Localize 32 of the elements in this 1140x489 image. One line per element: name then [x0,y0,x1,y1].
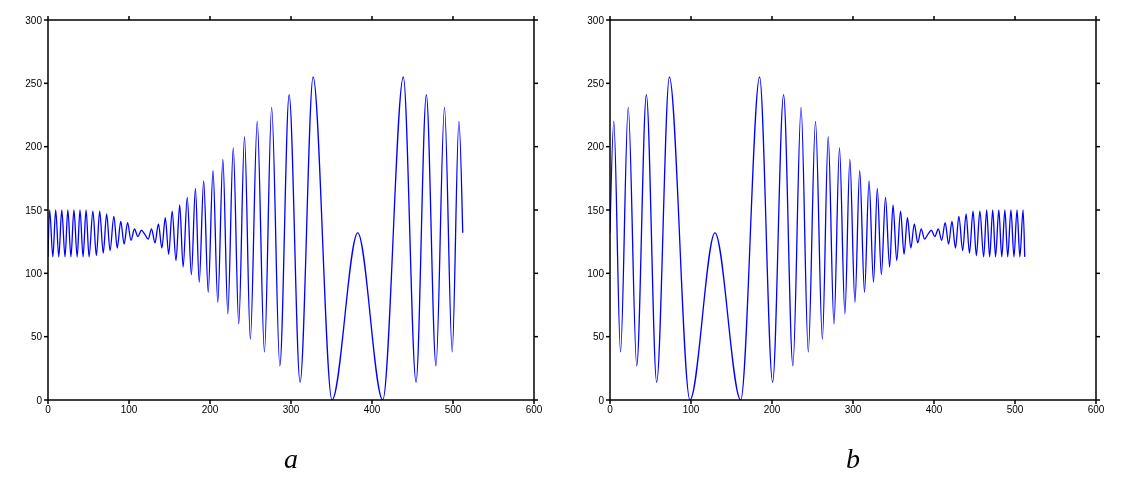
y-tick-label: 150 [25,204,43,216]
x-tick-label: 400 [363,404,381,416]
y-tick-label: 200 [25,141,43,153]
x-tick-label: 0 [45,404,52,416]
line-series [610,76,1026,400]
y-tick-label: 50 [592,331,605,343]
x-axis-title: a [284,443,298,474]
y-tick-label: 100 [587,267,605,279]
x-tick-label: 200 [201,404,219,416]
x-tick-label: 500 [1006,404,1024,416]
y-tick-label: 0 [598,394,605,406]
y-tick-label: 150 [587,204,605,216]
x-tick-label: 200 [763,404,781,416]
x-tick-label: 600 [1087,404,1105,416]
y-tick-label: 200 [587,141,605,153]
x-tick-label: 0 [607,404,614,416]
x-tick-label: 100 [682,404,700,416]
y-tick-label: 0 [36,394,43,406]
x-tick-label: 300 [844,404,862,416]
y-tick-label: 50 [30,331,43,343]
y-tick-label: 250 [587,77,605,89]
x-tick-label: 400 [925,404,943,416]
y-tick-label: 300 [25,14,43,26]
x-tick-label: 600 [525,404,543,416]
line-series [48,76,464,400]
x-tick-label: 300 [282,404,300,416]
x-axis-title: b [846,443,860,474]
y-tick-label: 300 [587,14,605,26]
y-tick-label: 250 [25,77,43,89]
y-tick-label: 100 [25,267,43,279]
x-tick-label: 100 [120,404,138,416]
x-tick-label: 500 [444,404,462,416]
